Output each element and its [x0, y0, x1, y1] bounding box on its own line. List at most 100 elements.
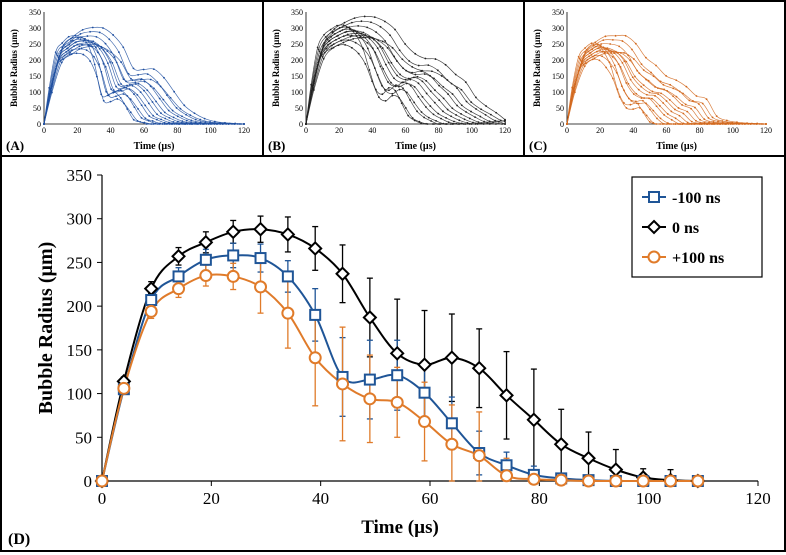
- trial-point: [203, 117, 206, 120]
- trial-point: [81, 43, 83, 46]
- data-point: [608, 462, 624, 478]
- trial-point: [623, 89, 625, 92]
- trial-point: [651, 97, 653, 100]
- trial-point: [438, 84, 441, 87]
- trial-point: [56, 54, 59, 57]
- trial-trace: [305, 25, 503, 125]
- x-tick-label: 60: [402, 126, 410, 135]
- trial-point: [429, 90, 432, 93]
- y-tick-label: 100: [29, 88, 41, 97]
- data-point: [281, 270, 294, 283]
- trial-point: [149, 78, 152, 81]
- data-point: [500, 459, 513, 472]
- trial-point: [89, 60, 92, 63]
- trial-trace: [43, 44, 244, 125]
- trial-point: [67, 35, 70, 38]
- y-tick-label: 350: [291, 8, 303, 17]
- data-point: [418, 386, 431, 399]
- trial-point: [449, 123, 452, 125]
- x-tick-label: 20: [203, 489, 220, 508]
- y-tick-label: 150: [67, 341, 93, 360]
- trial-point: [167, 109, 170, 112]
- trial-point: [434, 58, 437, 60]
- trial-point: [387, 86, 390, 89]
- y-tick-label: 0: [84, 472, 93, 491]
- trial-point: [147, 102, 150, 105]
- trial-point: [54, 51, 57, 54]
- trial-point: [190, 121, 193, 124]
- trial-point: [194, 118, 197, 121]
- trial-point: [350, 46, 353, 49]
- trial-point: [349, 35, 352, 38]
- trial-point: [420, 111, 423, 113]
- trial-point: [674, 123, 677, 125]
- trial-point: [655, 64, 657, 67]
- data-point: [336, 377, 350, 391]
- trial-point: [470, 110, 472, 113]
- y-axis-label: Bubble Radius (µm): [9, 29, 19, 107]
- trial-point: [402, 87, 404, 90]
- trial-point: [69, 40, 72, 42]
- trial-point: [424, 57, 427, 60]
- trial-point: [362, 36, 364, 39]
- trial-point: [460, 122, 463, 125]
- trial-point: [672, 87, 675, 90]
- data-point: [445, 417, 458, 430]
- trial-point: [655, 105, 658, 108]
- trial-point: [355, 32, 358, 35]
- trial-point: [640, 63, 643, 66]
- trial-point: [322, 57, 325, 60]
- trial-point: [675, 79, 678, 82]
- trial-point: [348, 26, 351, 29]
- trial-point: [332, 46, 335, 49]
- trial-point: [486, 121, 489, 124]
- trial-point: [109, 100, 112, 103]
- trial-point: [323, 41, 326, 44]
- trial-point: [320, 54, 323, 56]
- trial-point: [598, 59, 601, 62]
- trial-point: [652, 109, 655, 112]
- trial-point: [68, 53, 71, 56]
- trial-point: [112, 89, 115, 91]
- legend-marker: [648, 191, 660, 203]
- trial-point: [584, 47, 587, 49]
- x-tick-label: 40: [107, 126, 115, 135]
- trial-point: [666, 122, 669, 124]
- trial-point: [75, 52, 78, 55]
- x-tick-label: 20: [335, 126, 343, 135]
- x-tick-label: 0: [565, 126, 569, 135]
- trial-point: [107, 94, 110, 97]
- chart-panel-d: 0 50 100 150 200 250 300 350 0 20 40 60 80 100 120 Time…: [8, 166, 771, 548]
- trial-point: [650, 71, 652, 74]
- trial-point: [133, 106, 136, 109]
- trial-point: [379, 65, 382, 68]
- trial-point: [437, 112, 440, 115]
- trial-point: [122, 46, 125, 49]
- y-tick-label: 50: [33, 104, 41, 113]
- trial-point: [224, 121, 226, 124]
- trial-point: [670, 118, 673, 121]
- trial-point: [90, 45, 93, 48]
- trial-point: [234, 122, 237, 125]
- trial-point: [137, 82, 140, 85]
- x-tick-label: 80: [435, 126, 443, 135]
- trial-point: [76, 43, 79, 46]
- trial-point: [123, 102, 125, 105]
- trial-point: [765, 123, 767, 125]
- trial-point: [466, 122, 469, 124]
- trial-point: [362, 47, 364, 50]
- trial-point: [83, 39, 86, 42]
- trial-point: [128, 84, 131, 86]
- trial-point: [460, 88, 463, 91]
- data-point: [199, 269, 213, 283]
- trial-point: [605, 47, 608, 50]
- trial-point: [634, 42, 637, 45]
- trial-point: [610, 50, 613, 53]
- y-tick-label: 300: [552, 24, 564, 33]
- trial-point: [368, 69, 371, 71]
- trial-point: [423, 116, 425, 119]
- trial-point: [80, 47, 83, 50]
- trial-point: [665, 75, 668, 77]
- data-point: [281, 306, 295, 320]
- data-point: [280, 227, 296, 242]
